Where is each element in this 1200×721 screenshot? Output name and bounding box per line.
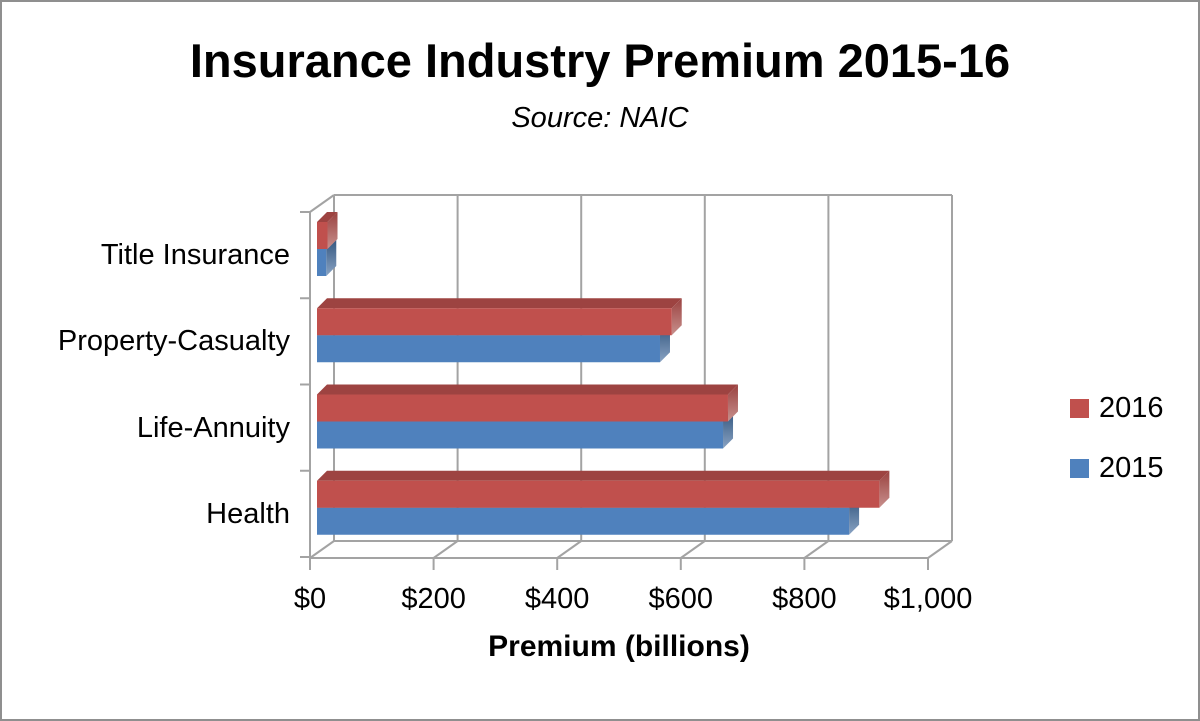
legend-label-2015: 2015 [1099,452,1164,484]
bar-2016-life-annuity [317,384,738,422]
legend-swatch-2016 [1070,398,1089,418]
xtick-label-0: $0 [293,583,327,615]
bar-front-face [317,335,660,363]
category-label-life-annuity: Life-Annuity [136,411,290,444]
bar-top-face [317,384,738,395]
floor-depth-line-1000 [927,540,953,559]
floor-depth-line-800 [803,540,829,559]
bar-2016-health [317,470,890,508]
category-label-title-insurance: Title Insurance [100,239,290,272]
bar-top-face [317,470,890,481]
bar-side-face [327,212,338,249]
bar-side-face [671,298,682,336]
bar-top-face [317,298,682,309]
chart-title: Insurance Industry Premium 2015-16 [189,34,1011,87]
x-axis-title: Premium (billions) [488,630,750,663]
floor-depth-line-0 [309,540,335,559]
bar-front-face [317,507,850,535]
bar-side-face [727,384,738,422]
bar-front-face [317,249,327,276]
wall-top-left-edge [309,194,335,213]
bar-top-face [317,212,338,222]
bar-side-face [326,239,337,276]
category-label-health: Health [206,497,290,530]
legend-label-2016: 2016 [1099,392,1164,424]
bar-front-face [317,480,880,508]
floor-depth-line-200 [433,540,459,559]
category-label-property-casualty: Property-Casualty [57,325,290,358]
bar-front-face [317,421,724,449]
legend-item-2016: 2016 [1070,392,1164,424]
xtick-label-400: $400 [524,583,590,615]
floor-depth-line-400 [556,540,582,559]
bar-front-face [317,222,328,249]
bar-2016-property-casualty [317,298,682,336]
legend-swatch-2015 [1070,458,1089,478]
floor-depth-line-600 [680,540,706,559]
xtick-label-1000: $1,000 [883,583,973,615]
xtick-label-800: $800 [772,583,837,615]
xtick-label-200: $200 [401,583,466,615]
legend-item-2015: 2015 [1070,452,1164,484]
bar-2016-title-insurance [317,212,338,249]
bar-side-face [879,470,890,508]
bar-front-face [317,394,728,422]
xtick-label-600: $600 [648,583,714,615]
chart-subtitle: Source: NAIC [511,102,689,134]
bar-front-face [317,308,672,336]
